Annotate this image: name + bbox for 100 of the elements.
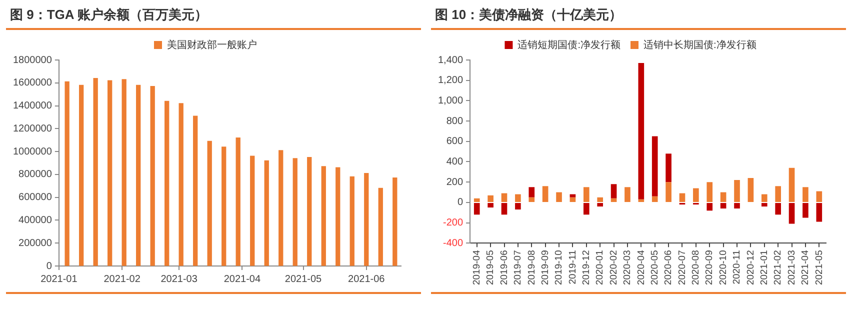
legend-label: 适销中长期国债:净发行额: [644, 38, 756, 51]
y-tick-label: 200000: [18, 238, 52, 249]
bar: [150, 86, 155, 266]
y-tick-label: 400000: [18, 214, 52, 226]
x-tick-label: 2021-02: [104, 274, 141, 285]
x-tick-label: 2020-01: [594, 250, 606, 286]
bar: [307, 156, 312, 266]
bar: [666, 182, 672, 202]
bar: [748, 178, 754, 202]
x-tick-label: 2020-12: [745, 250, 756, 286]
x-tick-label: 2020-04: [636, 250, 647, 286]
bar: [610, 198, 617, 202]
bar: [488, 202, 494, 208]
y-tick-label: 0: [46, 260, 52, 272]
bar: [734, 180, 740, 202]
bar: [292, 158, 298, 266]
bar: [136, 84, 141, 266]
x-tick-label: 2021-02: [772, 250, 784, 286]
bar: [392, 178, 398, 266]
y-tick-label: 200: [446, 176, 464, 188]
x-tick-label: 2020-02: [608, 250, 620, 286]
bar: [108, 80, 112, 266]
bar: [528, 187, 535, 198]
bar: [278, 150, 284, 266]
x-tick-label: 2021-06: [348, 274, 386, 285]
x-tick-label: 2021-04: [800, 250, 812, 286]
y-tick-label: 600000: [18, 192, 52, 204]
bar: [816, 191, 822, 202]
bar: [542, 186, 548, 202]
bar: [583, 202, 590, 215]
bar: [610, 184, 617, 198]
bar: [706, 202, 713, 211]
x-tick-label: 2021-01: [40, 274, 78, 285]
bar: [350, 176, 354, 266]
y-tick-label: 400: [446, 156, 464, 168]
bar: [788, 202, 795, 224]
bar: [556, 192, 562, 202]
bar: [720, 192, 726, 202]
bar: [624, 187, 630, 202]
x-tick-label: 2019-08: [526, 250, 538, 286]
legend-label: 适销短期国债:净发行额: [518, 38, 621, 51]
bar: [378, 188, 383, 266]
bar: [64, 81, 70, 266]
x-tick-label: 2021-03: [160, 274, 198, 285]
x-tick-label: 2020-11: [732, 250, 743, 284]
bar: [570, 194, 576, 198]
y-tick-label: 1000000: [12, 146, 52, 158]
bar: [250, 156, 255, 266]
x-tick-label: 2019-10: [554, 250, 565, 286]
x-tick-label: 2020-08: [690, 250, 702, 286]
x-tick-label: 2019-11: [567, 250, 578, 284]
y-tick-label: 1200000: [12, 123, 52, 134]
bar: [122, 79, 126, 266]
x-tick-label: 2019-05: [485, 250, 496, 286]
bar: [761, 202, 768, 207]
x-tick-label: 2020-03: [622, 250, 634, 286]
x-tick-label: 2020-05: [649, 250, 660, 286]
chart-title: 图 10：美债净融资（十亿美元）: [431, 0, 846, 30]
bar: [720, 202, 726, 209]
y-tick-label: 800: [446, 116, 464, 127]
bar: [679, 193, 686, 202]
y-tick-label: 0: [457, 197, 464, 208]
bar: [666, 154, 672, 182]
bar: [802, 187, 808, 202]
bar: [816, 202, 822, 222]
bar: [321, 166, 326, 266]
y-tick-label: -400: [443, 238, 464, 249]
bar: [788, 168, 795, 202]
y-tick-label: 1800000: [12, 54, 52, 66]
x-tick-label: 2020-06: [663, 250, 674, 286]
x-tick-label: 2021-03: [786, 250, 798, 286]
bar: [597, 202, 603, 207]
bar: [474, 198, 480, 202]
x-tick-label: 2021-04: [224, 274, 261, 285]
bar: [706, 182, 713, 202]
bar: [501, 193, 508, 202]
x-tick-label: 2020-07: [676, 250, 688, 286]
x-tick-label: 2020-09: [704, 250, 716, 286]
x-tick-label: 2019-07: [512, 250, 524, 286]
bar: [222, 146, 226, 266]
y-tick-label: -200: [443, 218, 464, 229]
bar: [652, 136, 658, 196]
y-tick-label: 1,000: [438, 95, 464, 106]
bar: [488, 195, 494, 202]
y-tick-label: 1,200: [438, 75, 464, 86]
y-tick-label: 600: [446, 136, 464, 148]
bar: [364, 172, 369, 266]
bar: [515, 194, 521, 202]
legend-label: 美国财政部一般账户: [167, 38, 257, 51]
bar: [207, 140, 212, 266]
y-tick-label: 1600000: [12, 78, 52, 89]
bar: [79, 84, 84, 266]
y-tick-label: 1,400: [438, 54, 464, 66]
bar: [474, 202, 480, 215]
x-tick-label: 2020-10: [718, 250, 729, 286]
bar: [570, 197, 576, 202]
bar: [638, 63, 644, 200]
x-tick-label: 2019-09: [540, 250, 551, 286]
bar: [264, 160, 269, 266]
bar: [583, 187, 590, 202]
